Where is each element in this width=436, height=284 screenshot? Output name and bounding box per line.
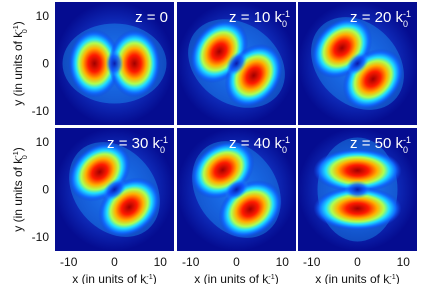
x-axis-label: x (in units of k-10) [194,272,278,284]
y-axis-label-sup: -1 [11,25,20,31]
heatmap [177,128,296,251]
lobe [313,148,402,193]
heatmap-field [62,23,167,104]
panel-title-sup: -1 [282,9,290,19]
heatmap [298,2,417,125]
x-tick-label: 10 [276,255,290,269]
heatmap [177,2,296,125]
heatmap-field [68,142,161,237]
x-axis-label-sub: 0 [388,281,392,284]
heatmap [55,2,174,125]
y-axis-label-after: ) [11,21,25,25]
x-tick-label: 0 [111,255,118,269]
panel-title-sup: -1 [403,135,411,145]
y-tick-label: 10 [36,135,50,149]
panel-title: z = 10 k-1 0 [229,9,290,29]
panel-title-sub: 0 [282,145,287,155]
panel-title: z = 0 [135,9,168,26]
y-tick-label: -10 [32,104,50,118]
y-axis-label: y (in units of k-10) [11,21,29,105]
panel-title-sub: 0 [403,19,408,29]
heatmap [55,128,174,251]
panel-title: z = 20 k-1 0 [350,9,411,29]
panel-title-text: z = 0 [135,9,168,26]
lobe [68,29,121,98]
heatmap-field [191,140,282,239]
y-axis-label-text: y (in units of k [11,31,25,106]
y-axis-label-sup: -1 [11,151,20,157]
panel-title-text: z = 10 k [229,9,282,26]
y-axis-label-after: ) [11,147,25,151]
x-tick-label: 0 [354,255,361,269]
x-axis-label-text: x (in units of k [194,272,269,284]
heatmap [298,128,417,251]
x-tick-label: -10 [182,255,200,269]
x-tick-label: 10 [397,255,411,269]
y-axis-label-sub: 0 [20,29,29,33]
y-tick-label: 0 [42,57,49,71]
x-axis-label-text: x (in units of k [315,272,390,284]
x-axis-label-after: ) [396,272,400,284]
x-axis-label: x (in units of k-10) [315,272,399,284]
x-axis-label-after: ) [275,272,279,284]
panel-title: z = 40 k-1 0 [229,135,290,155]
x-tick-label: -10 [60,255,78,269]
panel-title-sub: 0 [160,145,165,155]
x-axis-label-sup: -1 [268,272,274,281]
hole [105,50,124,77]
heatmap-field [311,17,404,110]
panel-title-sub: 0 [282,19,287,29]
y-tick-label: 0 [42,183,49,197]
panel-title-sup: -1 [403,9,411,19]
y-axis-label-text: y (in units of k [11,157,25,232]
x-axis-label-sup: -1 [146,272,152,281]
panel-title: z = 30 k-1 0 [107,135,168,155]
x-axis-label-sup: -1 [389,272,395,281]
hole [224,179,249,200]
y-axis-label: y (in units of k-10) [11,147,29,231]
panel-title-text: z = 20 k [350,9,403,26]
hole [344,180,371,199]
panel: z = 10 k-1 0 [177,2,296,125]
x-axis-label-sub: 0 [145,281,149,284]
x-axis-label-after: ) [153,272,157,284]
lobe [108,29,161,98]
x-tick-label: -10 [303,255,321,269]
y-tick-label: -10 [32,230,50,244]
x-axis-label: x (in units of k-10) [72,272,156,284]
panel-title-sub: 0 [403,145,408,155]
x-tick-label: 0 [233,255,240,269]
hole [102,178,127,201]
panel-title-text: z = 30 k [107,135,160,152]
panel-title-text: z = 40 k [229,135,282,152]
panel-title-sup: -1 [160,135,168,145]
hole [346,52,369,75]
panel-title-sup: -1 [282,135,290,145]
lobe [313,186,402,231]
heatmap-field [313,137,402,242]
panel: z = 20 k-1 0 [298,2,417,125]
hole [226,51,247,76]
x-axis-label-sub: 0 [267,281,271,284]
heatmap-field [188,19,285,108]
panel-title: z = 50 k-1 0 [350,135,411,155]
y-tick-label: 10 [36,9,50,23]
x-tick-label: 10 [154,255,168,269]
x-axis-label-text: x (in units of k [72,272,147,284]
y-axis-label-sub: 0 [20,155,29,159]
panel-title-text: z = 50 k [350,135,403,152]
